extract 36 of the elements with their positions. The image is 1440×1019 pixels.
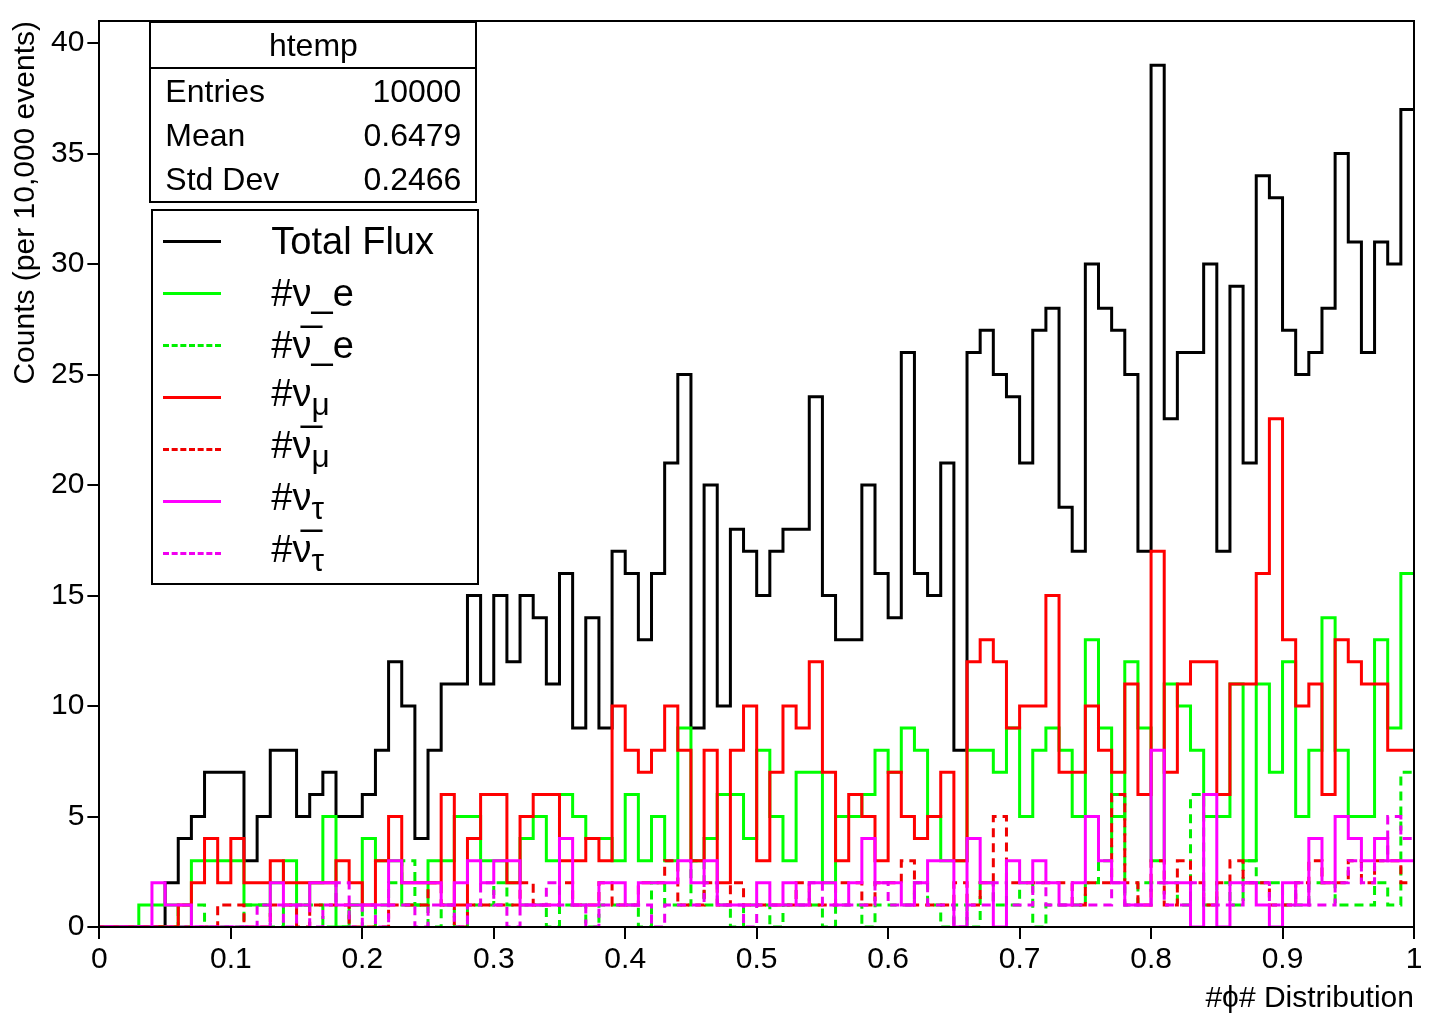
annotation: 0.6479 — [362, 116, 463, 155]
y-tick-label: 35 — [50, 134, 85, 168]
legend-label: Total Flux — [270, 219, 435, 263]
x-tick-label: 0.6 — [867, 941, 910, 975]
y-tick-label: 20 — [50, 466, 85, 500]
x-tick-label: 0.9 — [1261, 941, 1304, 975]
y-tick-label: 30 — [50, 245, 85, 279]
x-tick-label: 0 — [91, 941, 108, 975]
legend-label: #ν̅$_{μ}$ — [270, 423, 331, 475]
annotation: Entries — [164, 72, 266, 111]
y-axis-title: Counts (per 10,000 events) — [7, 21, 41, 385]
annotation: Mean — [164, 116, 247, 155]
x-tick-label: 1 — [1405, 941, 1423, 975]
y-tick-label: 15 — [50, 576, 85, 610]
y-tick-label: 5 — [67, 797, 85, 831]
y-tick-label: 10 — [50, 687, 85, 721]
x-axis-title: #ϕ# Distribution — [1205, 980, 1414, 1014]
x-tick-label: 0.8 — [1130, 941, 1172, 975]
x-tick-label: 0.5 — [735, 941, 778, 975]
x-tick-label: 0.2 — [341, 941, 384, 975]
legend-label: #ν$_{τ}$ — [270, 475, 325, 527]
x-tick-label: 0.7 — [998, 941, 1041, 975]
y-tick-label: 0 — [67, 908, 85, 942]
x-tick-label: 0.3 — [472, 941, 515, 975]
x-tick-label: 0.4 — [604, 941, 647, 975]
y-tick-label: 25 — [50, 355, 85, 389]
y-tick-label: 40 — [50, 24, 85, 58]
legend-label: #ν̅$_{τ}$ — [270, 527, 325, 579]
legend-label: #ν$_{μ}$ — [270, 371, 331, 423]
legend-label: #ν̅_e — [270, 323, 355, 367]
annotation: htemp — [151, 23, 476, 68]
annotation: Std Dev — [164, 160, 281, 199]
x-tick-label: 0.1 — [209, 941, 252, 975]
legend-label: #ν_e — [270, 271, 355, 315]
annotation: 10000 — [371, 72, 463, 111]
annotation: 0.2466 — [362, 160, 463, 199]
